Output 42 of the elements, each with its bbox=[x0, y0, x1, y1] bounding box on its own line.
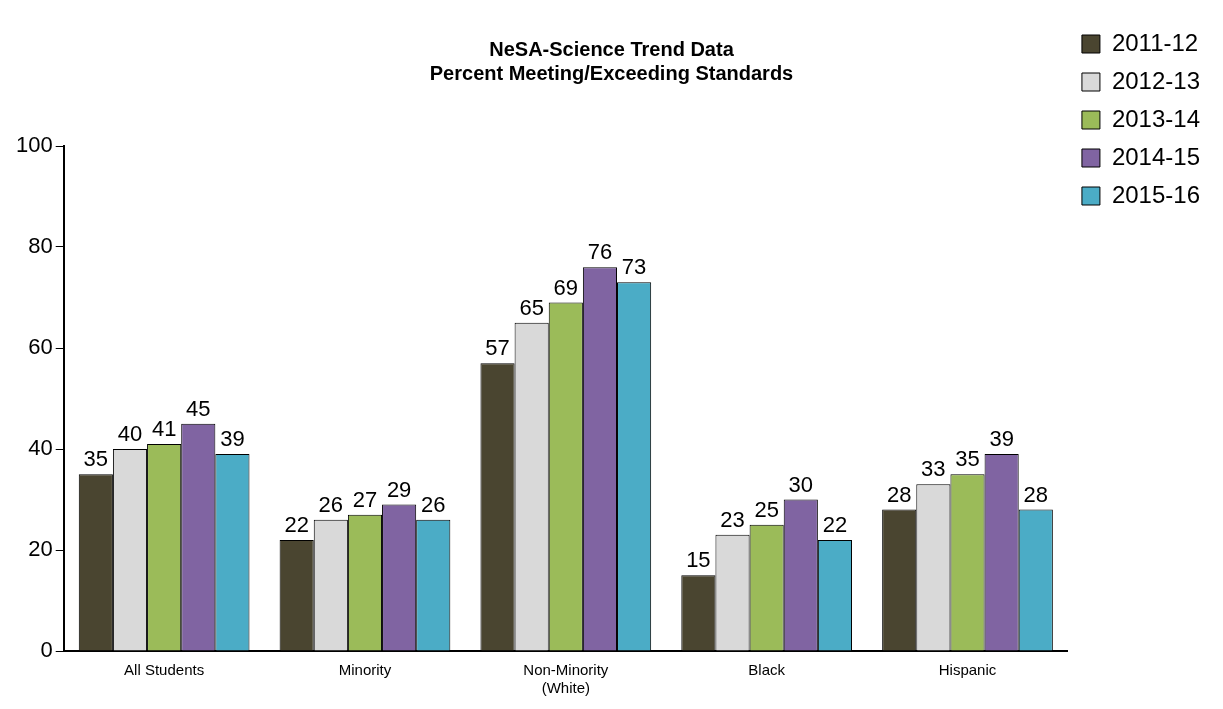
x-tick-label: Black bbox=[748, 661, 786, 679]
data-label: 35 bbox=[955, 446, 980, 472]
data-label: 69 bbox=[553, 274, 579, 300]
legend-label: 2012-13 bbox=[1111, 66, 1200, 94]
y-tick-label: 20 bbox=[28, 536, 53, 562]
data-label: 40 bbox=[117, 421, 143, 447]
data-label: 26 bbox=[318, 491, 344, 517]
y-tick-label: 60 bbox=[28, 334, 53, 360]
data-label: 45 bbox=[186, 395, 211, 421]
data-label: 57 bbox=[485, 335, 510, 361]
x-tick-label: Minority bbox=[338, 661, 392, 679]
data-label: 25 bbox=[754, 496, 779, 522]
data-label: 22 bbox=[284, 511, 309, 537]
data-label: 22 bbox=[822, 511, 848, 537]
data-label: 76 bbox=[587, 239, 613, 265]
data-label: 33 bbox=[921, 456, 946, 482]
legend-label: 2015-16 bbox=[1111, 180, 1200, 208]
legend-label: 2013-14 bbox=[1111, 104, 1200, 132]
legend-label: 2011-12 bbox=[1111, 28, 1199, 56]
data-label: 27 bbox=[352, 486, 378, 512]
x-tick-label: All Students bbox=[124, 661, 205, 679]
data-label: 39 bbox=[989, 426, 1014, 452]
data-label: 23 bbox=[720, 506, 745, 532]
data-label: 73 bbox=[621, 254, 647, 280]
data-label: 35 bbox=[83, 446, 109, 472]
data-label: 28 bbox=[886, 481, 912, 507]
data-label: 39 bbox=[220, 426, 245, 452]
y-tick-label: 0 bbox=[40, 637, 53, 663]
legend-label: 2014-15 bbox=[1111, 142, 1200, 170]
y-tick-label: 40 bbox=[28, 435, 53, 461]
chart-title: NeSA-Science Trend Data Percent Meeting/Exceeding Standards bbox=[429, 37, 794, 84]
x-tick-label: Hispanic bbox=[938, 661, 997, 679]
data-label: 26 bbox=[421, 491, 446, 517]
data-label: 15 bbox=[686, 547, 711, 573]
y-tick-label: 100 bbox=[15, 132, 53, 158]
data-label: 41 bbox=[151, 416, 177, 442]
data-label: 65 bbox=[519, 294, 544, 320]
data-label: 29 bbox=[386, 476, 412, 502]
y-tick-label: 80 bbox=[28, 233, 53, 259]
data-label: 30 bbox=[788, 471, 814, 497]
x-tick-label: Non-Minority (White) bbox=[523, 661, 609, 697]
data-label: 28 bbox=[1023, 481, 1049, 507]
